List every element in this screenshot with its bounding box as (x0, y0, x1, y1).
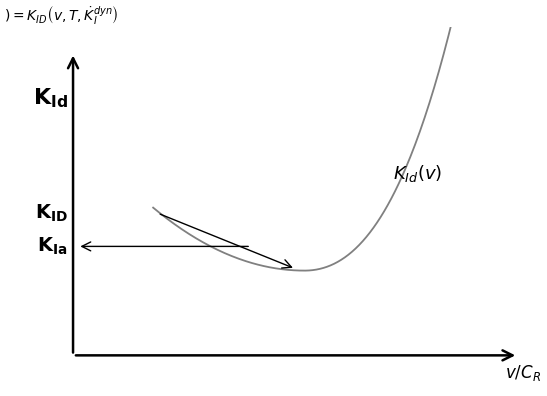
Text: $K_{Id}(v)$: $K_{Id}(v)$ (393, 163, 443, 184)
Text: $) = K_{ID}\left(v,T,\dot{K}_I^{dyn}\right)$: $) = K_{ID}\left(v,T,\dot{K}_I^{dyn}\rig… (4, 4, 119, 27)
Text: $\mathbf{K_{ID}}$: $\mathbf{K_{ID}}$ (35, 202, 68, 224)
Text: $\mathbf{K_{Id}}$: $\mathbf{K_{Id}}$ (33, 86, 68, 110)
Text: $\mathbf{K_{Ia}}$: $\mathbf{K_{Ia}}$ (37, 236, 68, 257)
Text: $v/C_R$: $v/C_R$ (504, 363, 540, 383)
